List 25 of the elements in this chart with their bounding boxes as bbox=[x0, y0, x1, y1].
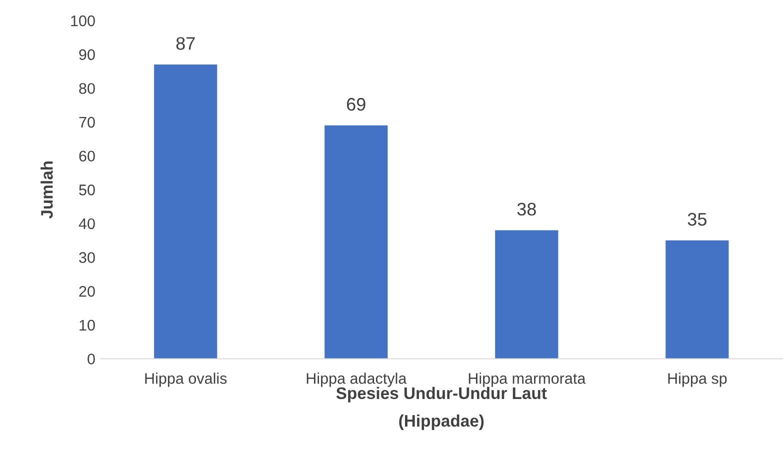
y-tick-label: 0 bbox=[88, 354, 95, 364]
bar bbox=[495, 230, 558, 359]
y-tick-label: 20 bbox=[79, 286, 95, 297]
y-tick-label: 60 bbox=[79, 150, 95, 162]
data-label: 35 bbox=[688, 212, 706, 226]
y-tick-label: 10 bbox=[80, 320, 95, 331]
x-tick-label: Hippa adactyla bbox=[306, 372, 407, 387]
x-tick-label: Hippa sp bbox=[668, 372, 727, 387]
x-tick-label: Hippa marmorata bbox=[468, 372, 586, 387]
x-tick-label: Hippa ovalis bbox=[145, 372, 227, 387]
data-label: 38 bbox=[517, 202, 536, 216]
y-tick-label: 30 bbox=[79, 252, 95, 263]
bar bbox=[666, 240, 729, 359]
data-label: 87 bbox=[176, 37, 195, 50]
bar bbox=[324, 125, 388, 359]
x-axis-title: Spesies Undur-Undur Laut (Hippadae) bbox=[336, 386, 547, 430]
y-axis-title: Jumlah bbox=[40, 162, 53, 219]
y-tick-label: 80 bbox=[79, 83, 95, 94]
y-tick-label: 40 bbox=[78, 218, 95, 230]
data-label: 69 bbox=[347, 98, 366, 111]
y-tick-label: 70 bbox=[79, 116, 95, 128]
y-tick-label: 100 bbox=[71, 15, 95, 26]
bar bbox=[154, 64, 218, 359]
y-tick-label: 50 bbox=[79, 184, 95, 196]
y-tick-label: 90 bbox=[79, 49, 95, 60]
